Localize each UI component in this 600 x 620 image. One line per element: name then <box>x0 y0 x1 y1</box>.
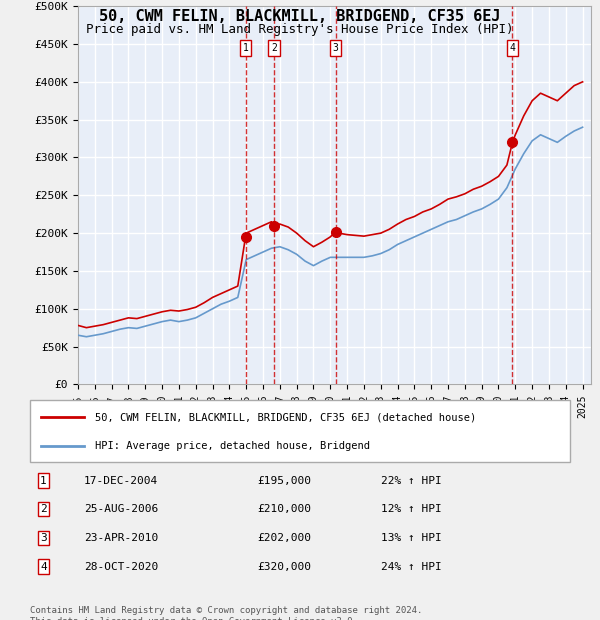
Text: 1: 1 <box>40 476 47 485</box>
Text: £210,000: £210,000 <box>257 504 311 514</box>
Text: 4: 4 <box>40 562 47 572</box>
Text: £195,000: £195,000 <box>257 476 311 485</box>
Text: Contains HM Land Registry data © Crown copyright and database right 2024.
This d: Contains HM Land Registry data © Crown c… <box>30 606 422 620</box>
Text: 2: 2 <box>271 43 277 53</box>
Text: 50, CWM FELIN, BLACKMILL, BRIDGEND, CF35 6EJ (detached house): 50, CWM FELIN, BLACKMILL, BRIDGEND, CF35… <box>95 412 476 422</box>
Text: 17-DEC-2004: 17-DEC-2004 <box>84 476 158 485</box>
Text: HPI: Average price, detached house, Bridgend: HPI: Average price, detached house, Brid… <box>95 441 370 451</box>
Text: 1: 1 <box>242 43 248 53</box>
Text: 25-AUG-2006: 25-AUG-2006 <box>84 504 158 514</box>
Text: 12% ↑ HPI: 12% ↑ HPI <box>381 504 442 514</box>
Text: 2: 2 <box>40 504 47 514</box>
Text: 50, CWM FELIN, BLACKMILL, BRIDGEND, CF35 6EJ: 50, CWM FELIN, BLACKMILL, BRIDGEND, CF35… <box>99 9 501 24</box>
FancyBboxPatch shape <box>30 400 570 462</box>
Text: 24% ↑ HPI: 24% ↑ HPI <box>381 562 442 572</box>
Text: 23-APR-2010: 23-APR-2010 <box>84 533 158 543</box>
Text: £202,000: £202,000 <box>257 533 311 543</box>
Text: 3: 3 <box>40 533 47 543</box>
Text: Price paid vs. HM Land Registry's House Price Index (HPI): Price paid vs. HM Land Registry's House … <box>86 23 514 36</box>
Text: £320,000: £320,000 <box>257 562 311 572</box>
Text: 28-OCT-2020: 28-OCT-2020 <box>84 562 158 572</box>
Text: 22% ↑ HPI: 22% ↑ HPI <box>381 476 442 485</box>
Text: 3: 3 <box>332 43 338 53</box>
Text: 13% ↑ HPI: 13% ↑ HPI <box>381 533 442 543</box>
Text: 4: 4 <box>509 43 515 53</box>
